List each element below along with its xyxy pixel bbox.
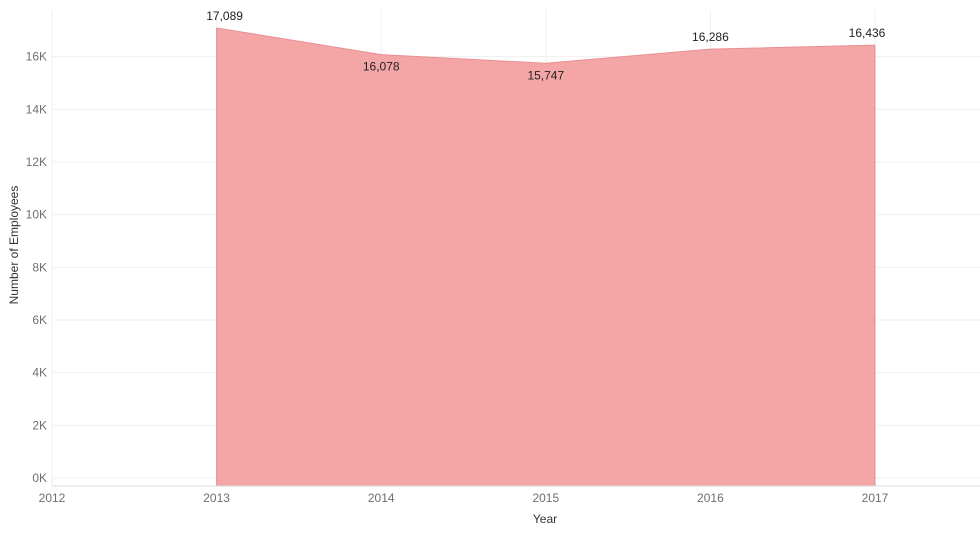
data-label: 16,286	[692, 30, 729, 44]
y-tick-label: 2K	[32, 418, 47, 432]
axes: 0K 2K 4K 6K 8K 10K 12K 14K 16K 2012 2013 2014 2015 20…	[26, 50, 980, 505]
x-tick-label: 2014	[368, 491, 395, 505]
data-label: 17,089	[206, 9, 243, 23]
y-tick-label: 0K	[32, 471, 47, 485]
x-tick-label: 2015	[532, 491, 559, 505]
y-tick-label: 8K	[32, 260, 47, 274]
data-labels: 17,089 16,078 15,747 16,286 16,436	[206, 9, 885, 82]
y-tick-label: 6K	[32, 313, 47, 327]
x-tick-label: 2017	[862, 491, 889, 505]
data-label: 15,747	[527, 68, 564, 82]
x-axis-title: Year	[533, 512, 557, 526]
data-label: 16,436	[849, 26, 886, 40]
area-layer	[216, 27, 876, 487]
area-fill	[216, 27, 876, 487]
y-tick-label: 16K	[26, 50, 47, 64]
y-tick-label: 12K	[26, 155, 47, 169]
x-tick-label: 2016	[697, 491, 724, 505]
y-tick-label: 4K	[32, 366, 47, 380]
y-tick-label: 10K	[26, 208, 47, 222]
x-tick-label: 2013	[203, 491, 230, 505]
y-axis-title: Number of Employees	[7, 186, 21, 305]
data-label: 16,078	[363, 60, 400, 74]
y-tick-label: 14K	[26, 102, 47, 116]
x-tick-label: 2012	[39, 491, 66, 505]
